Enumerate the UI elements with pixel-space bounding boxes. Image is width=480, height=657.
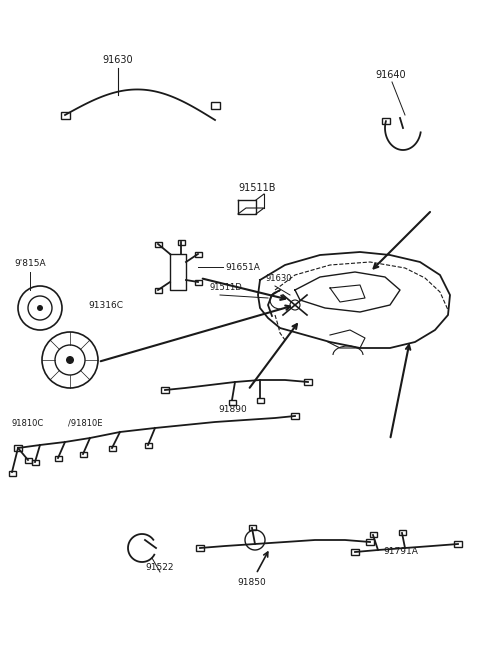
Bar <box>194 279 202 284</box>
Bar <box>14 445 22 451</box>
Text: 91630: 91630 <box>103 55 133 65</box>
Bar <box>211 101 219 108</box>
Text: 91791A: 91791A <box>383 547 418 556</box>
Text: 91522: 91522 <box>145 563 173 572</box>
Bar <box>9 470 15 476</box>
Bar <box>382 118 390 124</box>
Bar <box>60 112 70 118</box>
Text: 91511D: 91511D <box>210 283 243 292</box>
Text: 91850: 91850 <box>237 578 266 587</box>
Bar <box>304 379 312 385</box>
Text: 9'815A: 9'815A <box>14 259 46 268</box>
Bar <box>398 530 406 535</box>
Bar <box>370 532 376 537</box>
Bar <box>80 451 86 457</box>
Text: 91316C: 91316C <box>88 301 123 310</box>
Bar <box>32 459 38 464</box>
Text: 91890: 91890 <box>218 405 247 414</box>
Bar <box>144 443 152 447</box>
Text: 91630: 91630 <box>265 274 291 283</box>
Text: 91651A: 91651A <box>225 263 260 271</box>
Bar <box>178 240 184 244</box>
Text: 91810C: 91810C <box>12 419 44 428</box>
Text: 91640: 91640 <box>375 70 406 80</box>
Bar <box>249 524 255 530</box>
Text: /91810E: /91810E <box>68 419 103 428</box>
Bar <box>228 399 236 405</box>
Bar <box>291 413 299 419</box>
Circle shape <box>37 305 43 311</box>
Bar <box>196 545 204 551</box>
Bar <box>366 539 374 545</box>
Bar <box>55 455 61 461</box>
Text: 91511B: 91511B <box>238 183 276 193</box>
Bar <box>256 397 264 403</box>
Circle shape <box>66 356 74 364</box>
Bar <box>454 541 462 547</box>
Bar <box>161 387 169 393</box>
Bar <box>24 457 32 463</box>
Bar <box>155 288 161 292</box>
Bar <box>351 549 359 555</box>
Bar <box>155 242 161 246</box>
Bar <box>194 252 202 256</box>
Bar <box>108 445 116 451</box>
